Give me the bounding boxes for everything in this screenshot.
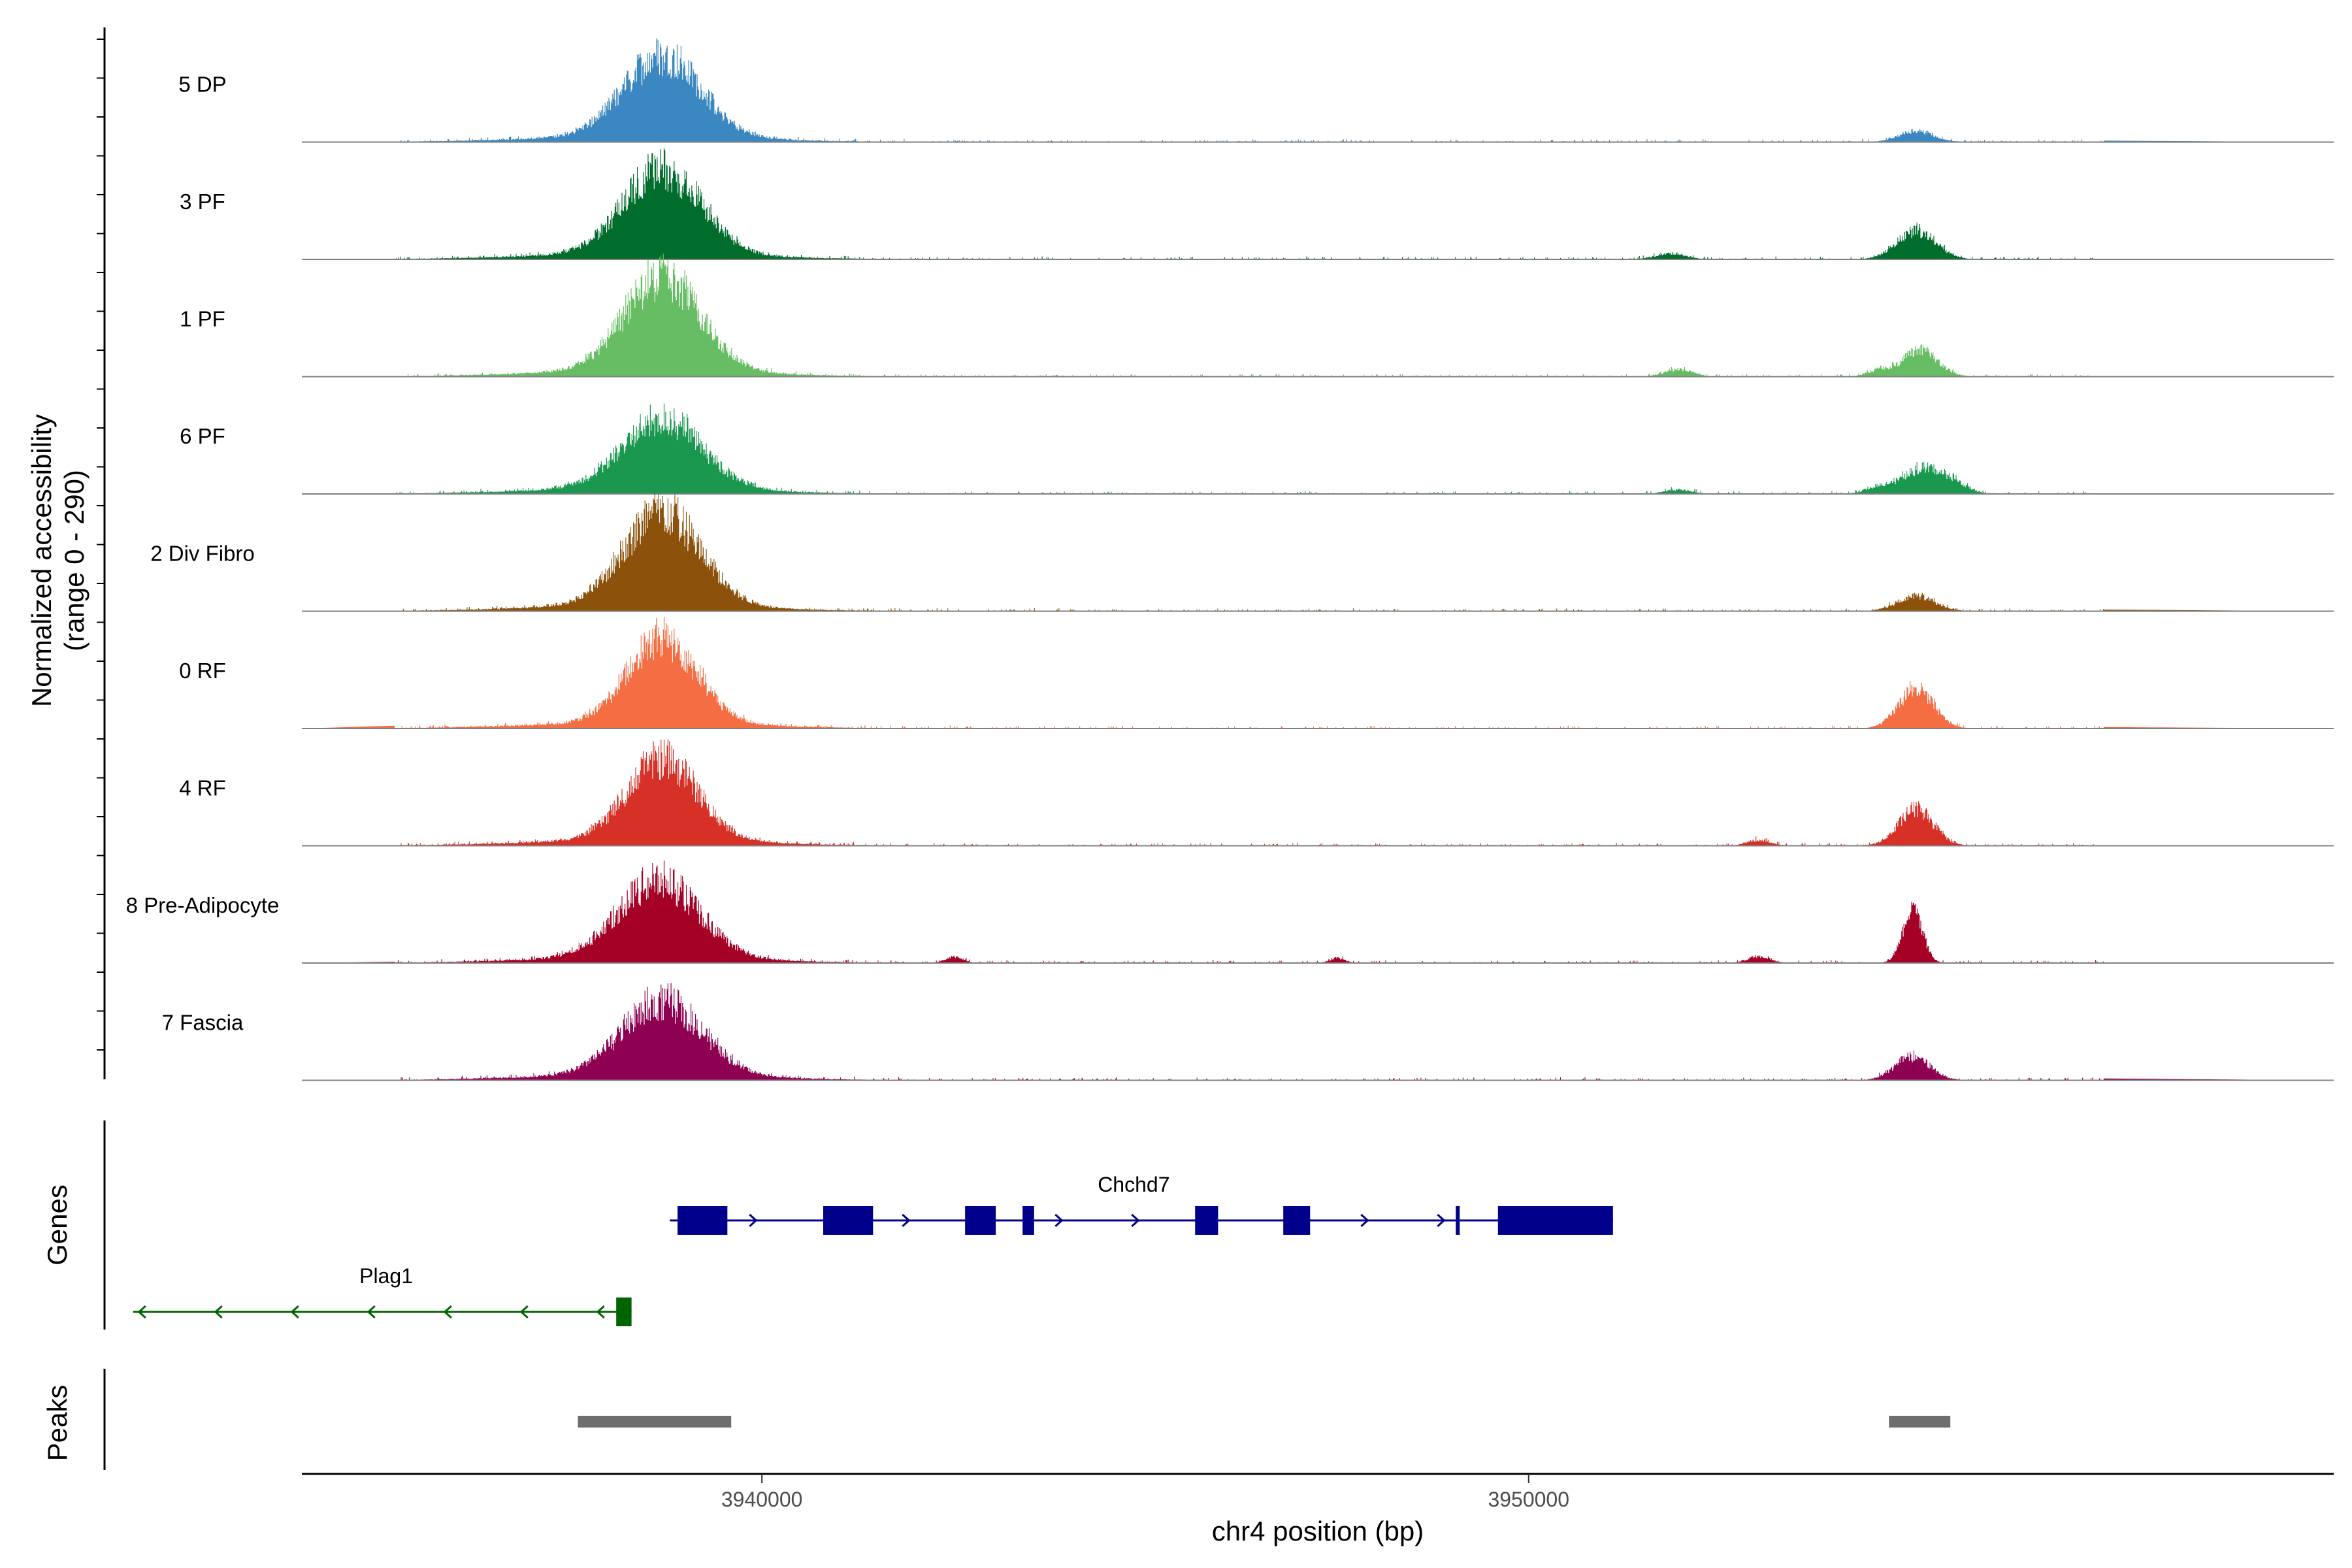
peaks-panel-title: Peaks bbox=[42, 1385, 73, 1462]
track-label: 0 RF bbox=[179, 659, 226, 683]
track-5-dp: 5 DP bbox=[178, 39, 2334, 143]
track-label: 6 PF bbox=[180, 424, 225, 448]
track-8-pre-adipocyte: 8 Pre-Adipocyte bbox=[126, 860, 2334, 964]
y-axis-title-line2: (range 0 - 290) bbox=[59, 470, 90, 651]
coverage-area bbox=[302, 617, 2334, 728]
strand-arrow bbox=[519, 1305, 529, 1319]
strand-arrow bbox=[902, 1213, 911, 1228]
gene-annotation-panel: Chchd7 Plag1 bbox=[133, 1173, 1613, 1326]
track-0-rf: 0 RF bbox=[179, 617, 2334, 729]
track-label: 4 RF bbox=[179, 776, 226, 800]
track-label: 2 Div Fibro bbox=[150, 542, 255, 566]
x-axis-title: chr4 position (bp) bbox=[1212, 1516, 1424, 1546]
strand-arrow bbox=[137, 1305, 146, 1319]
coverage-area bbox=[302, 492, 2334, 612]
strand-arrow bbox=[1054, 1213, 1064, 1228]
x-axis: 3940000 3950000 bbox=[302, 1473, 2334, 1511]
track-label: 3 PF bbox=[180, 189, 225, 214]
coverage-area bbox=[302, 148, 2334, 259]
gene-exon bbox=[1022, 1206, 1034, 1235]
peak-region bbox=[1889, 1416, 1951, 1428]
track-3-pf: 3 PF bbox=[180, 148, 2334, 260]
x-tick-label: 3940000 bbox=[721, 1488, 803, 1511]
peak-region bbox=[578, 1416, 732, 1428]
strand-arrow bbox=[214, 1305, 223, 1319]
gene-exon bbox=[1195, 1206, 1218, 1235]
strand-arrow bbox=[1360, 1213, 1369, 1228]
gene-chchd7: Chchd7 bbox=[670, 1173, 1613, 1235]
strand-arrow bbox=[1131, 1213, 1140, 1228]
strand-arrow bbox=[443, 1305, 452, 1319]
track-1-pf: 1 PF bbox=[180, 253, 2334, 378]
gene-exon bbox=[823, 1206, 874, 1235]
gene-exon bbox=[1283, 1206, 1311, 1235]
genes-panel-title: Genes bbox=[42, 1184, 73, 1266]
gene-exon bbox=[678, 1206, 728, 1235]
track-label: 1 PF bbox=[180, 307, 225, 331]
coverage-area bbox=[302, 403, 2334, 494]
gene-exon bbox=[1497, 1206, 1613, 1235]
left-axes bbox=[97, 27, 106, 1470]
strand-arrow bbox=[596, 1305, 605, 1319]
gene-plag1: Plag1 bbox=[133, 1264, 632, 1326]
coverage-area bbox=[302, 739, 2334, 846]
strand-arrow bbox=[1437, 1213, 1446, 1228]
gene-label: Chchd7 bbox=[1098, 1173, 1169, 1196]
track-label: 7 Fascia bbox=[162, 1011, 244, 1035]
strand-arrow bbox=[290, 1305, 299, 1319]
x-tick-label: 3950000 bbox=[1488, 1488, 1569, 1511]
gene-exon bbox=[616, 1298, 632, 1326]
track-2-div-fibro: 2 Div Fibro bbox=[150, 492, 2334, 612]
track-6-pf: 6 PF bbox=[180, 403, 2334, 495]
coverage-area bbox=[302, 39, 2334, 142]
track-label: 5 DP bbox=[178, 73, 226, 97]
coverage-area bbox=[302, 253, 2334, 377]
gene-exon bbox=[1456, 1206, 1460, 1235]
coverage-tracks: 5 DP 3 PF 1 PF 6 PF 2 Div Fibro 0 RF 4 RF 8 Pre… bbox=[126, 39, 2334, 1081]
gene-label: Plag1 bbox=[359, 1264, 413, 1288]
coverage-area bbox=[302, 860, 2334, 963]
strand-arrow bbox=[749, 1213, 758, 1228]
y-axis-title-line1: Normalized accessibility bbox=[26, 414, 57, 707]
track-4-rf: 4 RF bbox=[179, 739, 2334, 847]
track-7-fascia: 7 Fascia bbox=[162, 983, 2334, 1081]
gene-exon bbox=[965, 1206, 996, 1235]
track-label: 8 Pre-Adipocyte bbox=[126, 893, 280, 917]
strand-arrow bbox=[367, 1305, 376, 1319]
coverage-area bbox=[302, 983, 2334, 1081]
peak-annotation-panel bbox=[578, 1416, 1951, 1428]
